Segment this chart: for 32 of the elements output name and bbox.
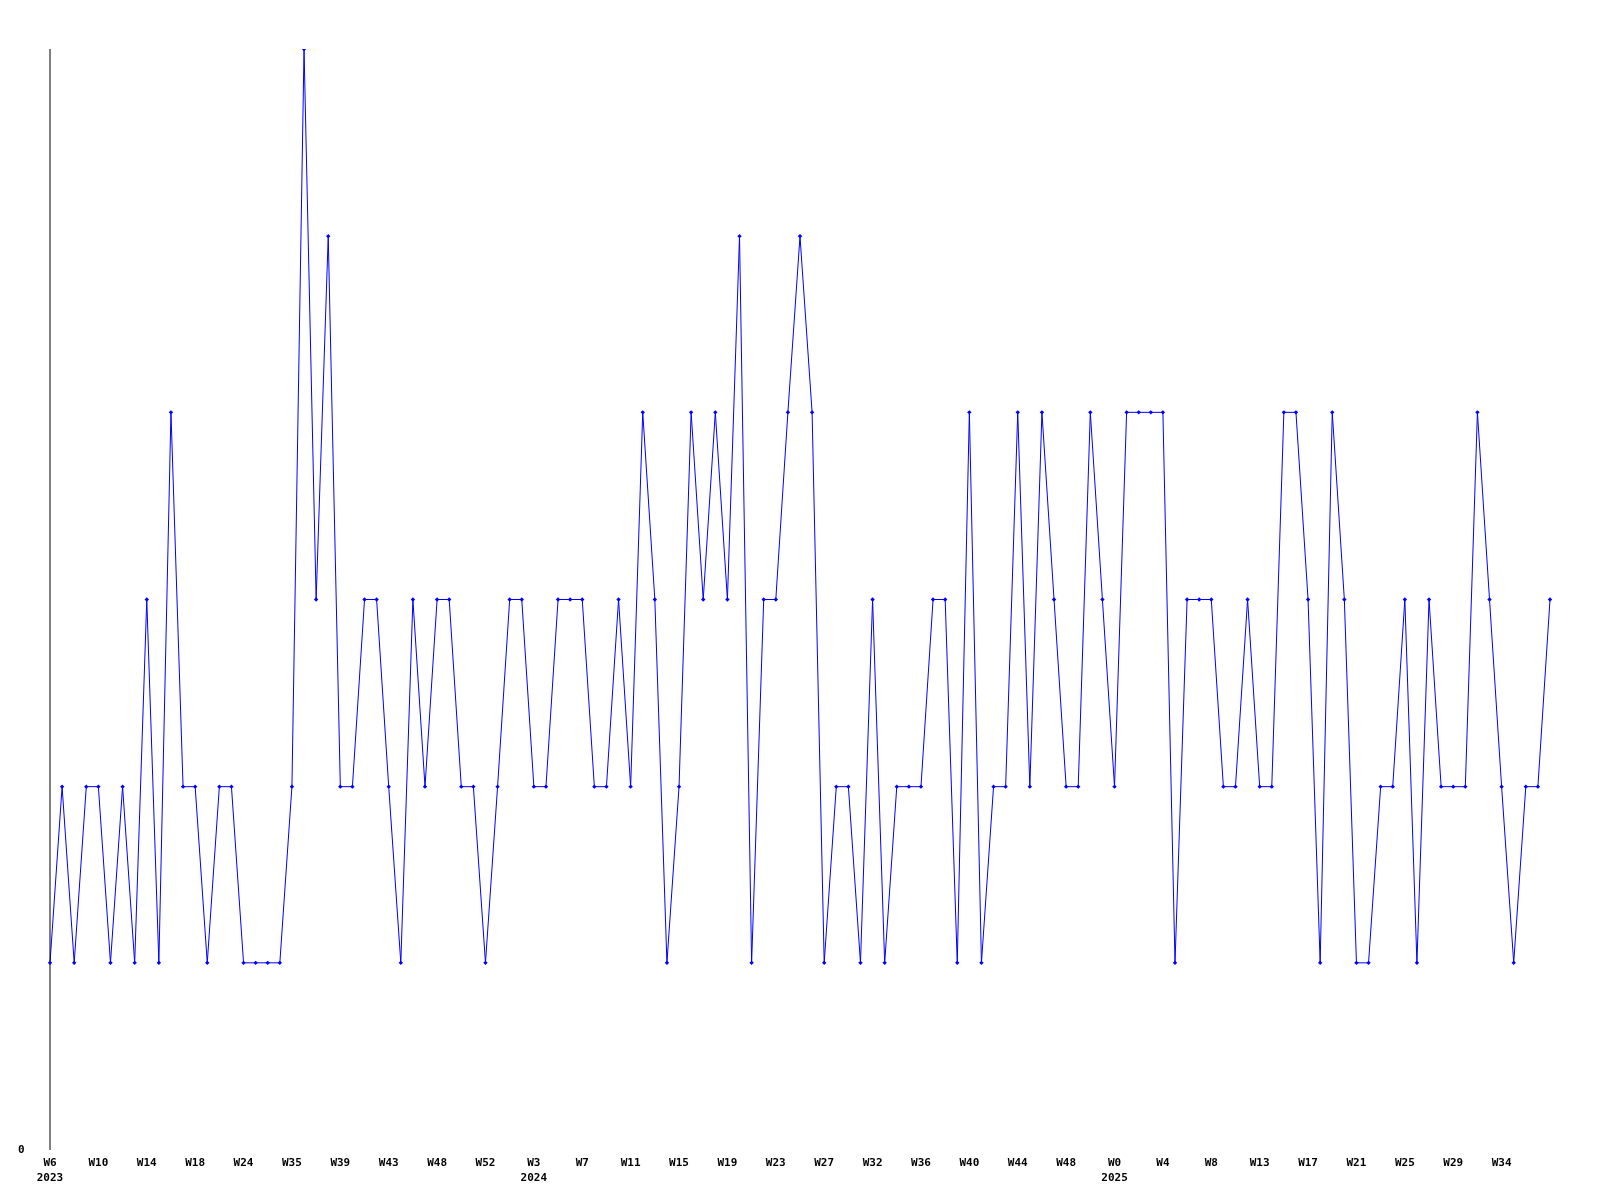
text: 0 (18, 1143, 25, 1156)
x-tick-label: W11 (620, 1156, 641, 1169)
x-tick-label: W23 (765, 1156, 786, 1169)
x-tick-label: W35 (282, 1156, 302, 1169)
x-tick-label: W36 (911, 1156, 932, 1169)
x-tick-label: W0 2025 (1101, 1156, 1128, 1184)
x-tick-label: W48 (427, 1156, 448, 1169)
x-tick-label: W10 (88, 1156, 109, 1169)
x-tick-label: W19 (717, 1156, 738, 1169)
x-tick-label: W48 (1056, 1156, 1077, 1169)
x-tick-label: W7 (575, 1156, 589, 1169)
x-tick-label: W40 (959, 1156, 980, 1169)
x-tick-label: W15 (669, 1156, 689, 1169)
x-tick-label: W25 (1394, 1156, 1415, 1169)
x-tick-label: W17 (1298, 1156, 1318, 1169)
x-tick-label: W29 (1443, 1156, 1464, 1169)
x-tick-label: W27 (814, 1156, 835, 1169)
x-tick-label: W14 (136, 1156, 158, 1169)
x-tick-label: W3 2024 (520, 1156, 548, 1184)
x-tick-label: W43 (378, 1156, 399, 1169)
x-tick-label: W13 (1249, 1156, 1270, 1169)
x-tick-label: W34 (1491, 1156, 1512, 1169)
x-tick-label: W44 (1007, 1156, 1029, 1169)
x-tick-label: W4 (1156, 1156, 1170, 1169)
x-tick-label: W6 2023 (36, 1156, 64, 1184)
x-tick-label: W32 (862, 1156, 883, 1169)
x-tick-label: W18 (185, 1156, 206, 1169)
x-tick-label: W52 (475, 1156, 496, 1169)
x-tick-label: W39 (330, 1156, 351, 1169)
x-tick-label: W21 (1346, 1156, 1367, 1169)
x-tick-label: W8 (1204, 1156, 1218, 1169)
x-tick-label: W24 (233, 1156, 254, 1169)
